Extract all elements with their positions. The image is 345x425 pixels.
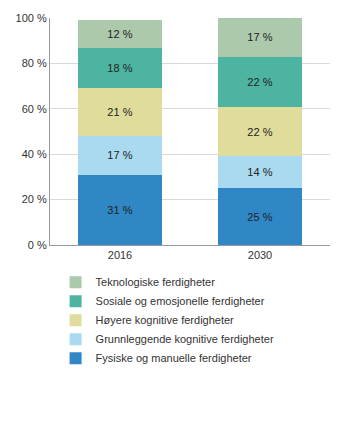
svg-text:22 %: 22 % — [247, 76, 272, 88]
svg-text:20 %: 20 % — [22, 193, 47, 205]
svg-text:22 %: 22 % — [247, 126, 272, 138]
svg-text:40 %: 40 % — [22, 148, 47, 160]
svg-text:14 %: 14 % — [247, 166, 272, 178]
svg-text:Høyere kognitive ferdigheter: Høyere kognitive ferdigheter — [96, 314, 235, 326]
svg-text:17 %: 17 % — [247, 31, 272, 43]
svg-text:12 %: 12 % — [107, 28, 132, 40]
svg-text:31 %: 31 % — [107, 204, 132, 216]
svg-text:2016: 2016 — [108, 249, 132, 261]
svg-text:0 %: 0 % — [28, 239, 47, 251]
svg-text:2030: 2030 — [248, 249, 272, 261]
svg-text:80 %: 80 % — [22, 57, 47, 69]
svg-text:18 %: 18 % — [107, 62, 132, 74]
svg-text:100 %: 100 % — [16, 12, 47, 24]
svg-text:60 %: 60 % — [22, 103, 47, 115]
svg-text:25 %: 25 % — [247, 211, 272, 223]
svg-text:Grunnleggende kognitive ferdig: Grunnleggende kognitive ferdigheter — [96, 333, 274, 345]
svg-text:Teknologiske ferdigheter: Teknologiske ferdigheter — [96, 276, 216, 288]
svg-text:21 %: 21 % — [107, 106, 132, 118]
svg-text:Fysiske og manuelle ferdighete: Fysiske og manuelle ferdigheter — [96, 352, 252, 364]
svg-text:Sosiale og emosjonelle ferdigh: Sosiale og emosjonelle ferdigheter — [96, 295, 265, 307]
svg-text:17 %: 17 % — [107, 149, 132, 161]
